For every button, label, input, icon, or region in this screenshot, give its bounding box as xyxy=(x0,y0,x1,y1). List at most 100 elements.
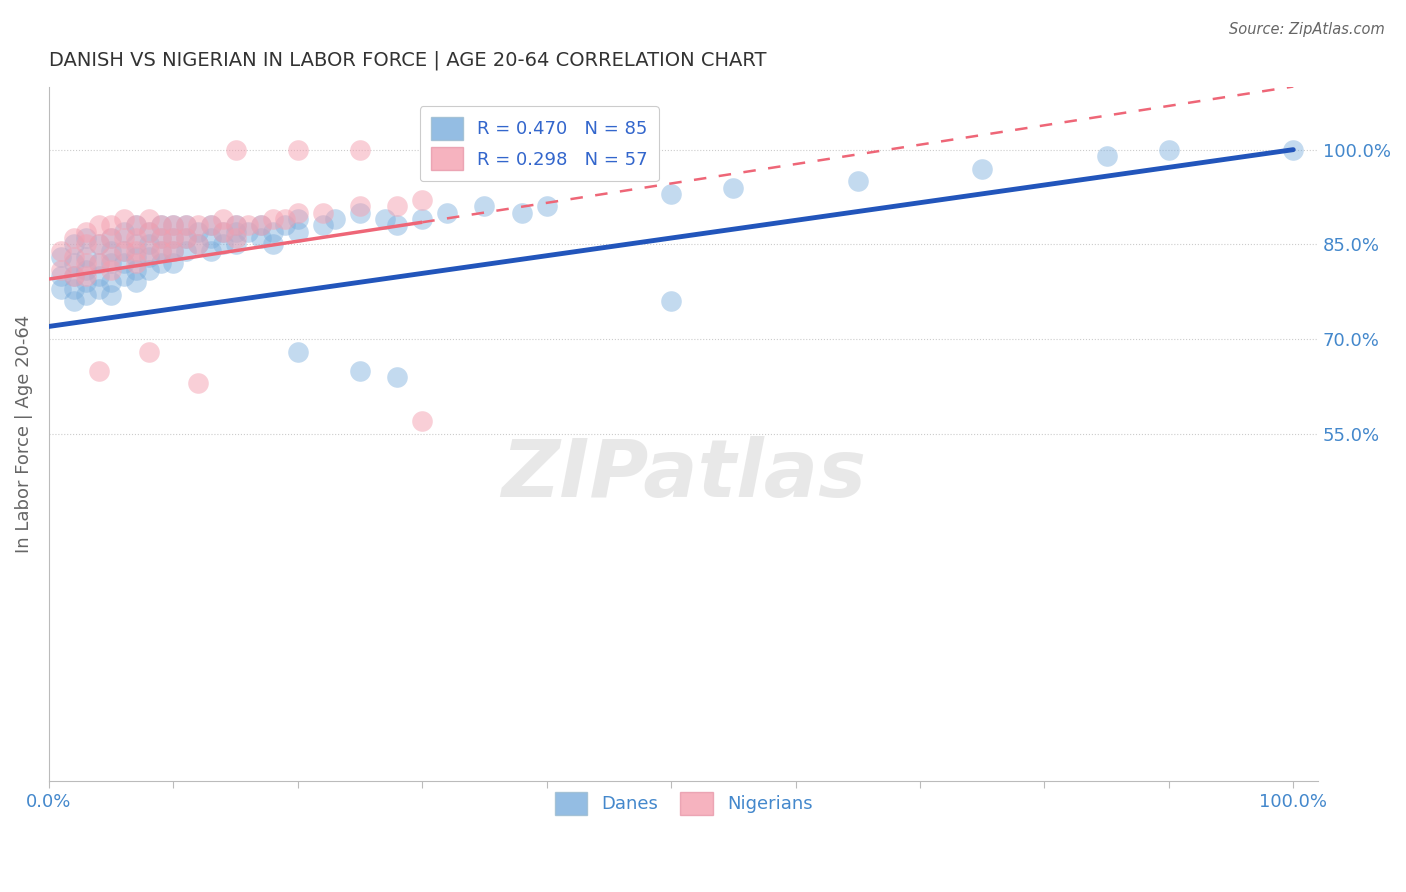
Text: Source: ZipAtlas.com: Source: ZipAtlas.com xyxy=(1229,22,1385,37)
Point xyxy=(125,231,148,245)
Point xyxy=(200,219,222,233)
Point xyxy=(225,219,247,233)
Point xyxy=(510,206,533,220)
Point xyxy=(63,237,86,252)
Point xyxy=(659,294,682,309)
Point xyxy=(262,212,284,227)
Point xyxy=(187,237,209,252)
Point xyxy=(63,281,86,295)
Point xyxy=(212,225,235,239)
Point xyxy=(138,237,160,252)
Point xyxy=(75,237,97,252)
Point xyxy=(100,250,122,264)
Point xyxy=(1095,149,1118,163)
Point xyxy=(100,288,122,302)
Point xyxy=(174,231,197,245)
Point xyxy=(659,186,682,201)
Point xyxy=(75,256,97,270)
Point xyxy=(349,143,371,157)
Point xyxy=(100,231,122,245)
Point xyxy=(162,231,184,245)
Point xyxy=(138,262,160,277)
Point xyxy=(112,231,135,245)
Point xyxy=(1157,143,1180,157)
Point xyxy=(125,219,148,233)
Point xyxy=(125,250,148,264)
Point xyxy=(75,231,97,245)
Point xyxy=(138,250,160,264)
Point xyxy=(1282,143,1305,157)
Point xyxy=(174,231,197,245)
Point xyxy=(87,256,110,270)
Point xyxy=(236,219,259,233)
Point xyxy=(846,174,869,188)
Point xyxy=(51,268,73,283)
Point xyxy=(100,256,122,270)
Point xyxy=(287,212,309,227)
Point xyxy=(125,256,148,270)
Point xyxy=(100,262,122,277)
Point xyxy=(138,212,160,227)
Point xyxy=(87,268,110,283)
Point xyxy=(162,231,184,245)
Point xyxy=(112,225,135,239)
Point xyxy=(125,275,148,289)
Point xyxy=(200,244,222,258)
Point xyxy=(262,237,284,252)
Point xyxy=(200,219,222,233)
Point xyxy=(187,376,209,391)
Point xyxy=(723,180,745,194)
Point xyxy=(262,225,284,239)
Point xyxy=(125,262,148,277)
Point xyxy=(87,219,110,233)
Point xyxy=(149,219,172,233)
Point xyxy=(149,244,172,258)
Point xyxy=(63,268,86,283)
Point xyxy=(149,231,172,245)
Point xyxy=(411,414,433,428)
Point xyxy=(63,268,86,283)
Point xyxy=(312,219,335,233)
Point xyxy=(112,244,135,258)
Point xyxy=(225,225,247,239)
Point xyxy=(112,244,135,258)
Point xyxy=(100,244,122,258)
Point xyxy=(63,231,86,245)
Point xyxy=(187,219,209,233)
Point xyxy=(138,244,160,258)
Point xyxy=(174,219,197,233)
Point xyxy=(51,262,73,277)
Legend: Danes, Nigerians: Danes, Nigerians xyxy=(546,783,821,824)
Point xyxy=(174,244,197,258)
Point xyxy=(87,256,110,270)
Point xyxy=(149,244,172,258)
Point xyxy=(75,275,97,289)
Point xyxy=(162,244,184,258)
Point xyxy=(349,199,371,213)
Point xyxy=(187,237,209,252)
Point xyxy=(63,256,86,270)
Point xyxy=(51,250,73,264)
Point xyxy=(287,143,309,157)
Point xyxy=(411,193,433,207)
Point xyxy=(274,212,297,227)
Point xyxy=(212,212,235,227)
Point xyxy=(225,237,247,252)
Point xyxy=(162,219,184,233)
Point xyxy=(474,199,496,213)
Point xyxy=(138,225,160,239)
Y-axis label: In Labor Force | Age 20-64: In Labor Force | Age 20-64 xyxy=(15,315,32,553)
Point xyxy=(162,244,184,258)
Point xyxy=(972,161,994,176)
Point xyxy=(200,231,222,245)
Point xyxy=(100,219,122,233)
Point xyxy=(387,219,409,233)
Point xyxy=(287,225,309,239)
Point xyxy=(212,237,235,252)
Point xyxy=(212,225,235,239)
Point xyxy=(349,206,371,220)
Point xyxy=(87,363,110,377)
Point xyxy=(162,219,184,233)
Point xyxy=(125,219,148,233)
Point xyxy=(287,206,309,220)
